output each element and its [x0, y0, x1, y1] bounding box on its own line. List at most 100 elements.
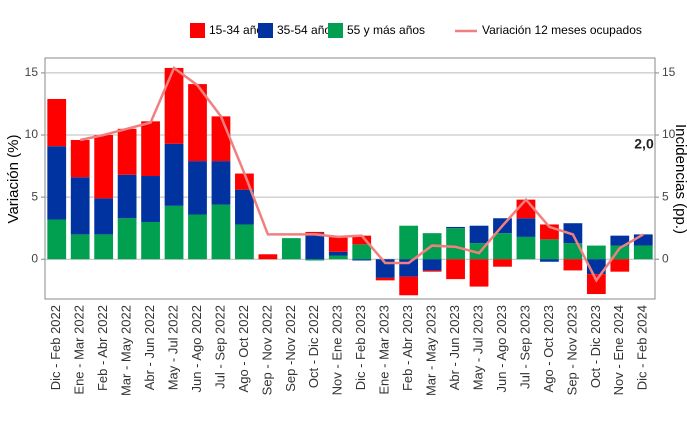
x-tick-label: Mar - May 2022 — [119, 305, 134, 396]
bar — [70, 139, 90, 178]
bar — [328, 236, 348, 252]
bar — [540, 259, 559, 262]
y2-tick-label: 15 — [662, 65, 676, 79]
x-tick-label: Jul - Sep 2022 — [212, 305, 227, 389]
y-tick-label: 15 — [25, 65, 39, 79]
bar — [586, 245, 606, 260]
bar — [117, 174, 137, 219]
bar — [563, 259, 583, 271]
bar — [516, 236, 536, 260]
y-tick-label: 10 — [25, 127, 39, 141]
legend-swatch — [258, 23, 273, 38]
bar — [633, 245, 653, 260]
legend-label: 55 y más años — [347, 23, 425, 37]
bar — [446, 226, 465, 229]
bar — [188, 214, 207, 260]
bar — [516, 218, 536, 237]
y-axis-label: Variación (%) — [5, 135, 22, 224]
bar — [70, 234, 90, 260]
bar — [469, 225, 489, 244]
bar — [117, 218, 137, 260]
x-tick-label: Dic - Feb 2024 — [635, 305, 650, 390]
x-tick-label: Abr - Jun 2023 — [447, 305, 462, 390]
bar — [47, 98, 67, 147]
bar — [633, 234, 653, 246]
bar — [141, 176, 160, 222]
bar — [141, 221, 160, 260]
x-tick-label: Sep -Nov 2022 — [283, 305, 298, 392]
bar — [235, 224, 254, 260]
bar — [540, 239, 559, 260]
x-tick-label: Nov - Ene 2024 — [611, 305, 626, 395]
bar — [281, 238, 301, 260]
bar — [469, 259, 489, 287]
annotation: 2,0 — [634, 136, 654, 152]
bar — [422, 270, 442, 272]
bar — [305, 259, 325, 261]
bar — [141, 121, 160, 177]
bar — [446, 228, 465, 260]
bar — [305, 231, 325, 234]
bar — [235, 189, 254, 225]
bar — [164, 143, 184, 206]
x-tick-label: Abr - Jun 2022 — [142, 305, 157, 390]
x-tick-label: Ago - Oct 2023 — [541, 305, 556, 392]
bar — [328, 255, 348, 260]
bar — [352, 235, 372, 245]
bar — [610, 259, 630, 272]
x-tick-label: Oct - Dic 2022 — [306, 305, 321, 388]
x-tick-label: Ago - Oct 2022 — [236, 305, 251, 392]
x-tick-label: Dic - Feb 2023 — [353, 305, 368, 390]
bar — [211, 204, 231, 260]
bar — [94, 135, 114, 199]
y2-tick-label: 0 — [662, 251, 669, 265]
x-tick-label: May - Jul 2023 — [470, 305, 485, 390]
bar — [94, 198, 114, 235]
x-tick-label: Sep - Nov 2023 — [564, 305, 579, 395]
x-tick-label: Nov - Ene 2023 — [330, 305, 345, 395]
y2-axis-label: Incidencias (pp.) — [672, 124, 687, 234]
y-tick-label: 0 — [31, 251, 38, 265]
legend-label: 35-54 años — [277, 23, 337, 37]
bar — [610, 235, 630, 246]
x-tick-label: Oct - Dic 2023 — [588, 305, 603, 388]
x-tick-label: Feb - Abr 2022 — [95, 305, 110, 391]
x-tick-label: Jun - Ago 2023 — [494, 305, 509, 392]
plot-frame — [44, 57, 656, 300]
bar — [352, 244, 372, 260]
bar — [446, 259, 465, 280]
legend-swatch — [190, 23, 205, 38]
x-tick-label: Mar - May 2023 — [424, 305, 439, 396]
bar — [94, 234, 114, 260]
x-tick-label: Jun - Ago 2022 — [189, 305, 204, 392]
bar — [258, 254, 278, 260]
x-tick-label: Feb - Abr 2023 — [400, 305, 415, 391]
x-tick-label: Sep - Nov 2022 — [259, 305, 274, 395]
bar — [188, 161, 207, 215]
bar — [117, 128, 137, 175]
bar — [563, 243, 583, 260]
bar — [399, 225, 419, 260]
y2-tick-label: 10 — [662, 127, 676, 141]
x-tick-label: Dic - Feb 2022 — [48, 305, 63, 390]
legend-swatch — [328, 23, 343, 38]
bar — [188, 84, 207, 162]
bar — [47, 146, 67, 220]
line — [79, 65, 644, 283]
bar — [375, 277, 395, 281]
y-tick-label: 5 — [31, 189, 38, 203]
x-tick-label: May - Jul 2022 — [165, 305, 180, 390]
bar — [305, 233, 325, 260]
bar — [399, 276, 419, 296]
y2-tick-label: 5 — [662, 189, 669, 203]
legend-label: 15-34 años — [209, 23, 269, 37]
bar — [422, 259, 442, 271]
bar — [70, 177, 90, 235]
bar — [211, 161, 231, 205]
x-tick-label: Jul - Sep 2023 — [517, 305, 532, 389]
legend-label: Variación 12 meses ocupados — [482, 23, 642, 37]
bar — [211, 116, 231, 162]
bar — [352, 259, 372, 261]
bar — [164, 205, 184, 260]
